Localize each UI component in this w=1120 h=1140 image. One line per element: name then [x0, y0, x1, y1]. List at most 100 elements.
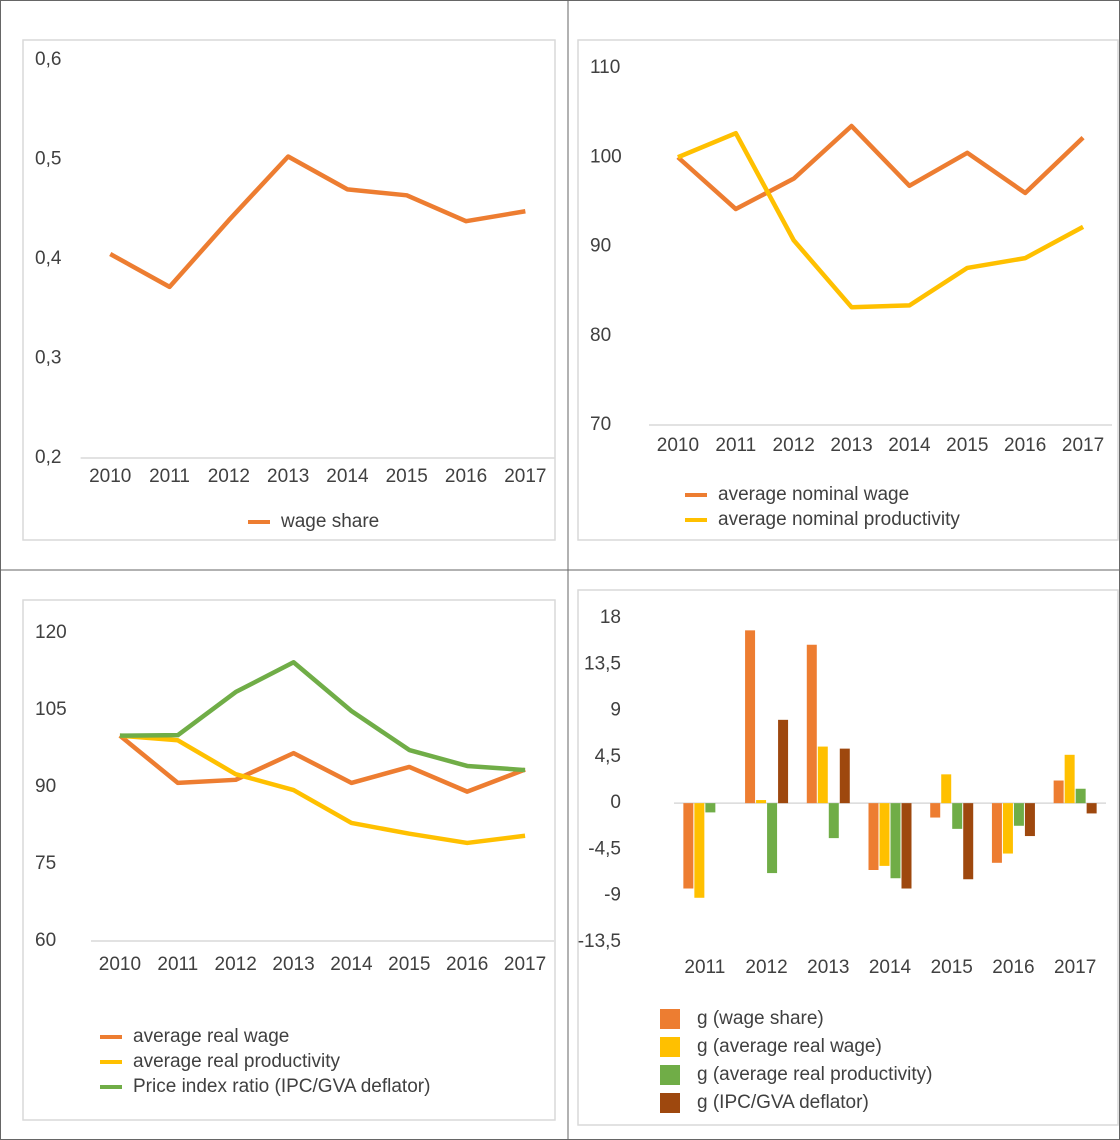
x-tick-label: 2011 — [715, 435, 756, 456]
x-tick-label: 2016 — [446, 954, 488, 975]
y-tick-label: 0 — [610, 792, 621, 813]
bar — [1086, 803, 1097, 814]
x-tick-label: 2014 — [326, 466, 369, 487]
y-tick-label: 120 — [35, 622, 67, 643]
y-tick-label: 100 — [590, 146, 622, 167]
legend-label: g (wage share) — [697, 1008, 824, 1029]
legend-label: g (average real productivity) — [697, 1064, 933, 1085]
bar — [1002, 803, 1013, 854]
x-tick-label: 2015 — [946, 435, 988, 456]
y-tick-label: 90 — [35, 776, 56, 797]
x-tick-label: 2010 — [99, 954, 141, 975]
bar — [1075, 788, 1086, 804]
y-tick-label: 90 — [590, 236, 611, 257]
legend-label: average real wage — [133, 1026, 289, 1047]
x-tick-label: 2012 — [773, 435, 815, 456]
bar — [756, 800, 767, 804]
legend-marker — [660, 1093, 680, 1113]
y-tick-label: 4,5 — [595, 746, 621, 767]
line-series — [676, 123, 1085, 212]
x-tick-label: 2011 — [684, 957, 725, 978]
x-tick-label: 2011 — [157, 954, 198, 975]
y-tick-label: 75 — [35, 853, 56, 874]
x-tick-label: 2012 — [215, 954, 257, 975]
bar — [817, 746, 828, 804]
y-tick-label: 110 — [590, 57, 620, 78]
bar — [1064, 754, 1075, 804]
x-tick-label: 2017 — [1062, 435, 1104, 456]
line-series — [677, 130, 1085, 310]
x-tick-label: 2015 — [931, 957, 973, 978]
bar — [839, 748, 850, 804]
x-tick-label: 2011 — [149, 466, 190, 487]
x-tick-label: 2017 — [1054, 957, 1096, 978]
chart-frame — [577, 39, 1119, 541]
chart-frame — [22, 39, 556, 541]
x-tick-label: 2013 — [272, 954, 314, 975]
bar — [901, 803, 912, 889]
bar — [705, 803, 716, 813]
y-tick-label: 0,5 — [35, 149, 61, 170]
legend-marker — [660, 1037, 680, 1057]
y-tick-label: -13,5 — [578, 931, 621, 952]
bar — [879, 803, 890, 866]
line-series — [119, 660, 526, 773]
x-tick-label: 2014 — [869, 957, 912, 978]
bar — [930, 803, 941, 818]
y-tick-label: -9 — [604, 885, 621, 906]
legend-label: g (IPC/GVA deflator) — [697, 1092, 869, 1113]
line-series — [119, 733, 526, 846]
x-tick-label: 2012 — [208, 466, 250, 487]
bar — [963, 803, 974, 880]
y-tick-label: 70 — [590, 414, 611, 435]
y-tick-label: 0,3 — [35, 348, 61, 369]
bar — [1053, 780, 1064, 804]
bar — [806, 644, 817, 804]
x-tick-label: 2013 — [267, 466, 309, 487]
y-tick-label: 105 — [35, 699, 67, 720]
legend-label: g (average real wage) — [697, 1036, 882, 1057]
x-tick-label: 2016 — [445, 466, 487, 487]
y-tick-label: 0,4 — [35, 248, 62, 269]
x-tick-label: 2013 — [830, 435, 872, 456]
y-tick-label: 60 — [35, 930, 56, 951]
bar — [683, 803, 694, 889]
line-series — [109, 154, 526, 290]
x-tick-label: 2010 — [657, 435, 699, 456]
y-tick-label: 18 — [600, 607, 621, 628]
x-tick-label: 2013 — [807, 957, 849, 978]
bar — [694, 803, 705, 898]
bar — [745, 630, 756, 804]
x-tick-label: 2014 — [330, 954, 373, 975]
x-tick-label: 2014 — [888, 435, 931, 456]
x-tick-label: 2015 — [386, 466, 428, 487]
x-tick-label: 2017 — [504, 954, 546, 975]
chart-frame — [577, 589, 1119, 1126]
legend-label: average nominal wage — [718, 484, 909, 505]
x-tick-label: 2017 — [504, 466, 546, 487]
x-tick-label: 2012 — [745, 957, 787, 978]
legend-label: wage share — [280, 511, 379, 532]
chart-frame — [22, 599, 556, 1121]
y-tick-label: 0,6 — [35, 49, 61, 70]
x-tick-label: 2016 — [992, 957, 1034, 978]
legend-marker — [660, 1065, 680, 1085]
bar — [952, 803, 963, 829]
y-tick-label: 13,5 — [584, 653, 621, 674]
bar — [890, 803, 901, 879]
bar — [767, 803, 778, 874]
legend-label: Price index ratio (IPC/GVA deflator) — [133, 1076, 430, 1097]
line-series — [118, 733, 526, 794]
bar — [828, 803, 839, 839]
bar — [868, 803, 879, 870]
legend-marker — [660, 1009, 680, 1029]
x-tick-label: 2015 — [388, 954, 430, 975]
bar — [1024, 803, 1035, 837]
y-tick-label: 9 — [610, 700, 621, 721]
y-tick-label: -4,5 — [588, 838, 621, 859]
y-tick-label: 80 — [590, 325, 611, 346]
bar — [1013, 803, 1024, 826]
legend-label: average nominal productivity — [718, 509, 960, 530]
